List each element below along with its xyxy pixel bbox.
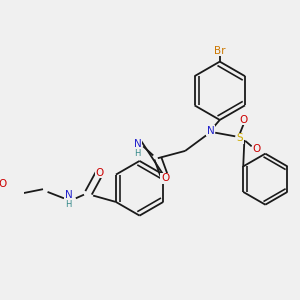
Text: N: N: [207, 126, 214, 136]
Text: O: O: [239, 115, 247, 125]
Text: O: O: [0, 179, 7, 189]
Text: N: N: [64, 190, 72, 200]
Text: O: O: [252, 144, 260, 154]
Text: O: O: [95, 168, 104, 178]
Text: O: O: [161, 173, 169, 183]
Text: H: H: [135, 149, 141, 158]
Text: Br: Br: [214, 46, 226, 56]
Text: N: N: [134, 139, 142, 148]
Text: S: S: [236, 133, 243, 143]
Text: H: H: [65, 200, 72, 209]
